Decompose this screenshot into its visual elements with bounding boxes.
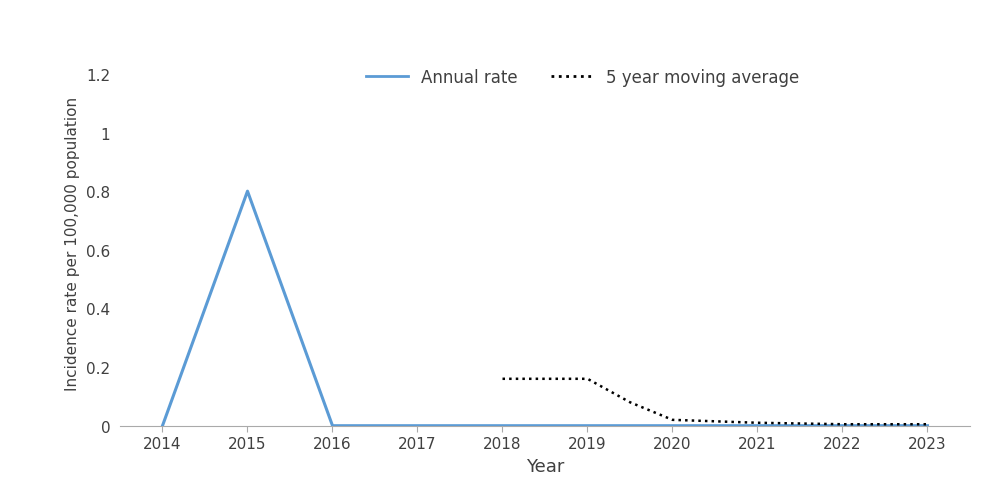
5 year moving average (624, 399, 636, 405)
5 year moving average (539, 376, 551, 382)
Y-axis label: Incidence rate per 100,000 population: Incidence rate per 100,000 population (65, 96, 80, 390)
5 year moving average (751, 420, 763, 426)
5 year moving average (836, 421, 848, 427)
Annual rate (581, 423, 593, 429)
Annual rate (326, 423, 338, 429)
Annual rate (921, 423, 933, 429)
Annual rate (411, 423, 423, 429)
Annual rate (156, 423, 168, 429)
5 year moving average (581, 376, 593, 382)
Annual rate (496, 423, 508, 429)
Annual rate (241, 189, 253, 195)
Annual rate (666, 423, 678, 429)
Line: Annual rate: Annual rate (162, 192, 927, 426)
X-axis label: Year: Year (526, 457, 564, 475)
5 year moving average (496, 376, 508, 382)
Annual rate (836, 423, 848, 429)
Legend: Annual rate, 5 year moving average: Annual rate, 5 year moving average (366, 69, 800, 86)
Annual rate (751, 423, 763, 429)
5 year moving average (921, 421, 933, 427)
Line: 5 year moving average: 5 year moving average (502, 379, 927, 424)
5 year moving average (666, 417, 678, 423)
